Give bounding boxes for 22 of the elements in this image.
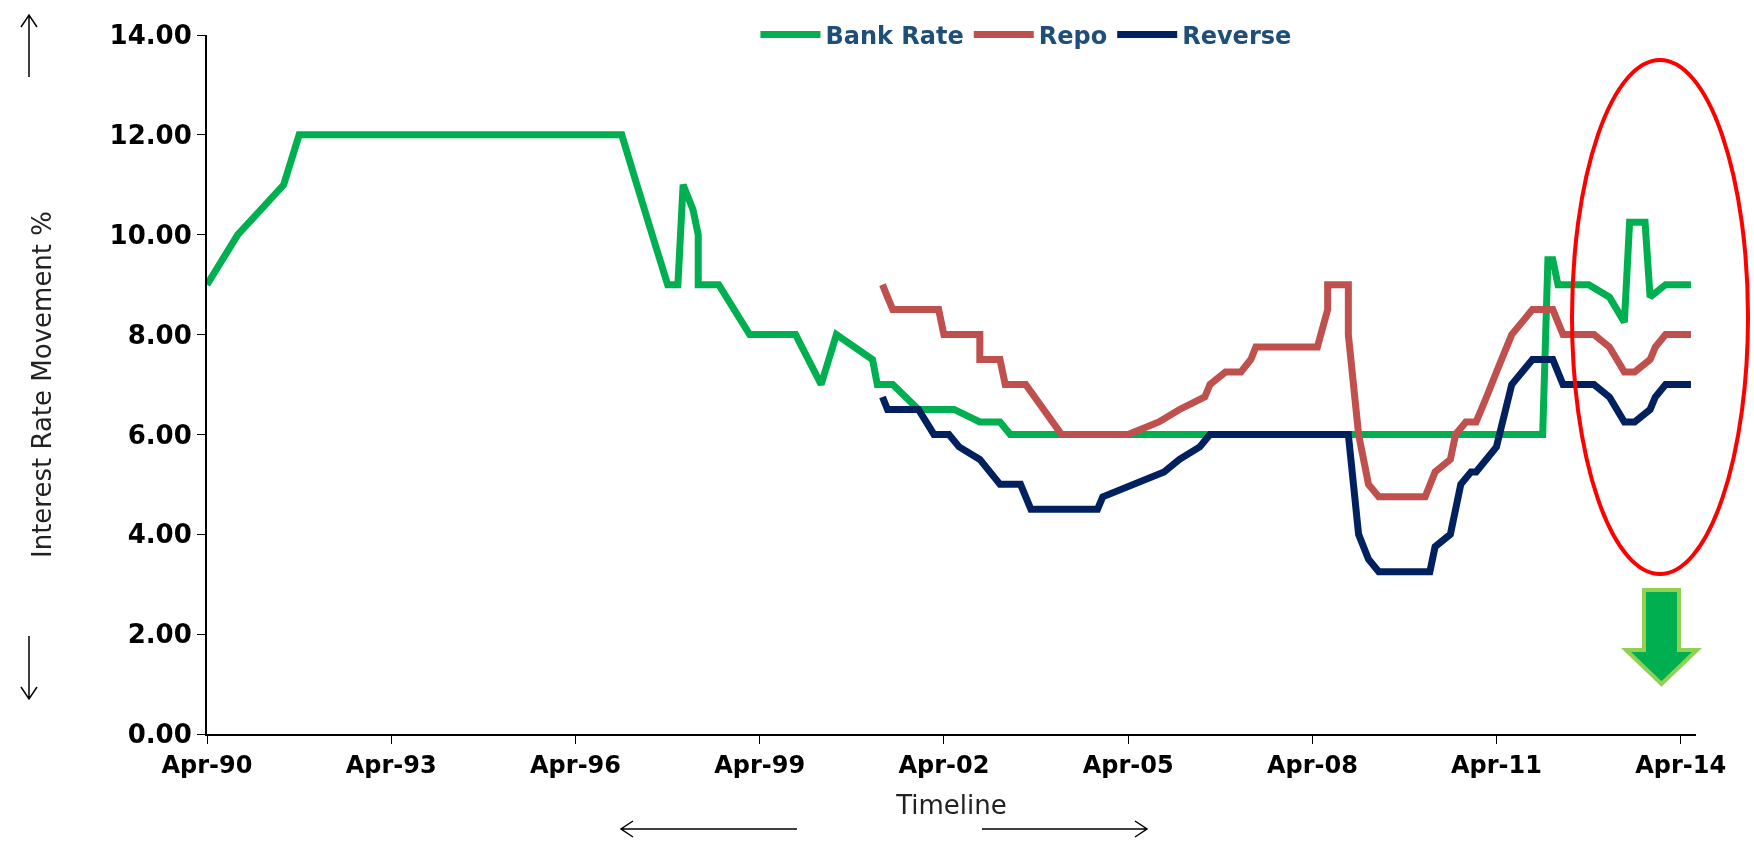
- x-axis-title: Timeline: [895, 790, 1007, 820]
- y-tick-label: 12.00: [109, 119, 192, 150]
- y-tick-label: 0.00: [127, 719, 192, 750]
- y-tick-label: 6.00: [127, 419, 192, 450]
- y-tick-label: 8.00: [127, 319, 192, 350]
- x-tick-label: Apr-99: [714, 750, 806, 779]
- x-tick-label: Apr-11: [1450, 750, 1542, 779]
- x-tick-label: Apr-90: [161, 750, 253, 779]
- legend-label: Repo: [1038, 21, 1108, 50]
- x-tick-label: Apr-93: [345, 750, 437, 779]
- y-tick-label: 14.00: [109, 20, 192, 51]
- y-tick-label: 2.00: [127, 619, 192, 650]
- y-tick-label: 4.00: [127, 519, 192, 550]
- x-tick-label: Apr-08: [1266, 750, 1358, 779]
- legend-label: Reverse: [1182, 21, 1292, 50]
- x-tick-label: Apr-05: [1082, 750, 1174, 779]
- legend-label: Bank Rate: [825, 21, 964, 50]
- y-axis-title: Interest Rate Movement %: [27, 210, 58, 559]
- x-tick-label: Apr-02: [898, 750, 990, 779]
- y-tick-label: 10.00: [109, 219, 192, 250]
- x-tick-label: Apr-14: [1635, 750, 1727, 779]
- x-tick-label: Apr-96: [530, 750, 621, 779]
